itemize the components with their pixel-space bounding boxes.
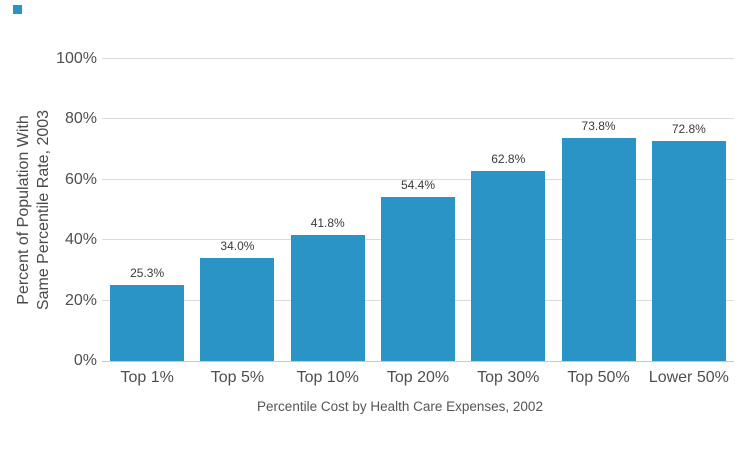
series-color-swatch xyxy=(13,5,22,14)
bar xyxy=(651,141,726,361)
bar-column-6: 72.8% xyxy=(644,59,734,361)
x-axis-category-labels: Top 1% Top 5% Top 10% Top 20% Top 30% Top 50%… xyxy=(102,368,734,387)
y-tick-label-100: 100% xyxy=(56,50,97,67)
bar-value-label: 72.8% xyxy=(671,122,706,137)
bar xyxy=(200,258,275,361)
bar xyxy=(110,284,185,361)
gridline-60 xyxy=(102,178,734,180)
bar xyxy=(290,234,365,361)
y-tick-label-0: 0% xyxy=(73,352,97,369)
y-tick-label-20: 20% xyxy=(64,291,97,309)
category-label-5: Top 50% xyxy=(567,369,630,386)
category-label-3: Top 20% xyxy=(386,369,450,386)
bar xyxy=(471,171,546,361)
category-label-2: Top 10% xyxy=(296,369,359,386)
y-tick-label-40: 40% xyxy=(64,231,97,249)
bar-column-1: 34.0% xyxy=(192,59,282,361)
y-tick-label-60: 60% xyxy=(64,170,97,188)
bar-value-label: 41.8% xyxy=(310,215,345,230)
bar-value-label: 54.4% xyxy=(400,177,435,192)
bar-column-0: 25.3% xyxy=(102,59,192,361)
bar-value-label: 73.8% xyxy=(581,119,616,134)
bar xyxy=(561,138,636,361)
y-tick-label-80: 80% xyxy=(64,110,97,128)
bar xyxy=(380,196,455,361)
gridline-80 xyxy=(102,118,734,120)
bar-value-label: 34.0% xyxy=(220,239,255,254)
category-label-0: Top 1% xyxy=(120,369,174,386)
category-label-6: Lower 50% xyxy=(648,369,729,386)
gridline-100 xyxy=(102,58,734,59)
y-axis-ticks: 0% 20% 40% 60% 80% 100% xyxy=(0,51,97,369)
plot-area: 25.3% 34.0% 41.8% 54.4% 62.8% 73.8% 72.8% xyxy=(102,59,734,361)
gridline-0 xyxy=(102,361,734,362)
bar-column-4: 62.8% xyxy=(463,59,553,361)
category-label-1: Top 5% xyxy=(210,369,265,386)
bar-value-label: 62.8% xyxy=(491,152,526,167)
bar-column-2: 41.8% xyxy=(283,59,373,361)
bar-column-3: 54.4% xyxy=(373,59,463,361)
x-axis-title: Percentile Cost by Health Care Expenses,… xyxy=(257,399,543,414)
bar-value-label: 25.3% xyxy=(130,265,165,280)
category-label-4: Top 30% xyxy=(477,369,540,386)
bar-column-5: 73.8% xyxy=(553,59,643,361)
